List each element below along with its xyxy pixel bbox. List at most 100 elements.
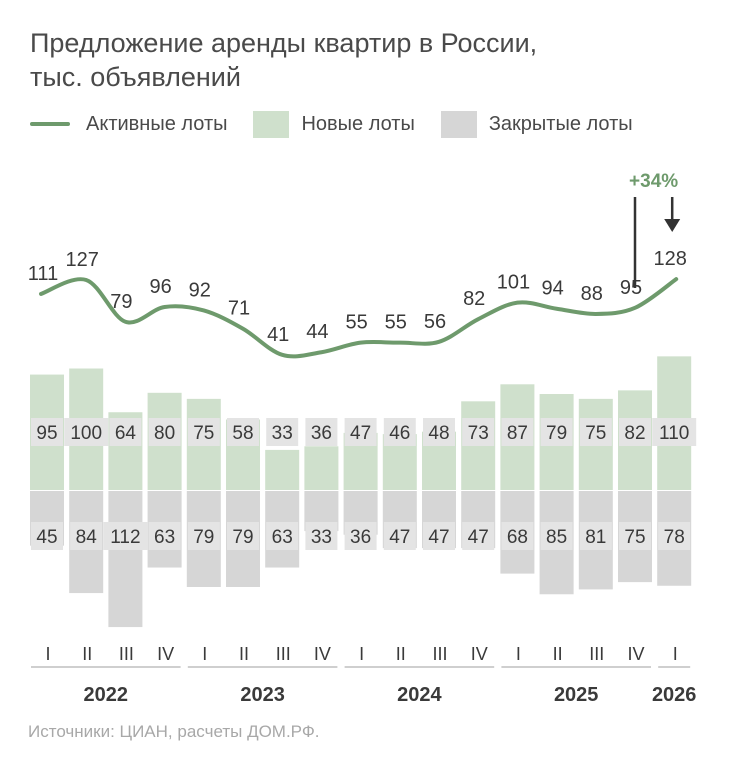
closed-value-label: 47 [389,527,410,548]
new-value-label: 47 [350,423,371,444]
closed-value-label: 75 [624,527,645,548]
x-tick-quarter: I [202,644,207,664]
active-value-label: 55 [385,312,407,334]
closed-value-label-bg [423,522,455,550]
closed-value-label: 84 [76,527,98,548]
x-tick-year: 2022 [84,684,129,706]
new-value-label-bg [227,418,259,446]
legend-swatch-new [253,110,290,138]
active-value-label: 41 [267,324,289,346]
new-value-label: 80 [154,423,175,444]
legend-swatch-closed [440,110,477,138]
x-tick-quarter: III [119,644,134,664]
closed-value-label-bg [103,522,148,550]
closed-value-label: 112 [110,527,140,548]
active-value-label: 101 [497,272,530,294]
closed-value-label-bg [148,522,181,550]
new-value-label: 87 [507,423,528,444]
new-value-label-bg [266,418,299,446]
active-value-label: 71 [228,298,250,320]
closed-value-label: 63 [272,527,293,548]
new-value-label-bg [501,418,534,446]
x-tick-year: 2026 [652,684,697,706]
closed-value-label-bg [540,522,573,550]
new-value-label: 100 [70,423,102,444]
closed-value-label: 68 [507,527,528,548]
new-value-label-bg [423,418,455,446]
closed-value-label: 81 [585,527,606,548]
bar-new [265,449,300,490]
active-value-label: 55 [345,312,367,334]
new-value-label: 36 [311,423,332,444]
x-tick-quarter: II [239,644,249,664]
closed-value-label: 47 [428,527,449,548]
new-value-label: 73 [468,423,489,444]
new-value-label: 48 [428,423,449,444]
new-value-label: 95 [36,423,57,444]
closed-value-label: 63 [154,527,175,548]
x-tick-quarter: IV [157,644,174,664]
chart-title: Предложение аренды квартир в России, тыс… [30,26,537,94]
new-value-label: 33 [272,423,293,444]
closed-value-label-bg [658,522,691,550]
closed-value-label-bg [579,522,612,550]
x-tick-quarter: II [82,644,92,664]
x-tick-quarter: III [276,644,291,664]
new-value-label: 75 [193,423,214,444]
x-tick-quarter: IV [471,644,488,664]
new-value-label: 75 [585,423,606,444]
legend-label-active: Активные лоты [86,112,228,135]
x-tick-quarter: I [673,644,678,664]
new-value-label-bg [540,418,573,446]
new-value-label-bg [148,418,181,446]
closed-value-label-bg [305,522,338,550]
chart-title-line-1: Предложение аренды квартир в России, [30,28,538,58]
closed-value-label-bg [383,522,416,550]
x-tick-quarter: I [45,644,50,664]
closed-value-label: 45 [36,527,57,548]
new-value-label-bg [109,418,142,446]
x-tick-quarter: III [432,644,447,664]
new-value-label-bg [652,418,697,446]
x-tick-quarter: II [396,644,406,664]
closed-value-label-bg [266,522,299,550]
closed-value-label: 36 [350,527,371,548]
closed-value-label-bg [31,522,63,550]
new-value-label-bg [344,418,377,446]
active-value-label: 88 [581,283,603,305]
closed-value-label-bg [344,522,377,550]
new-value-label: 64 [115,423,137,444]
growth-arrow-icon [664,219,681,232]
growth-annotation: +34% [629,171,678,192]
new-value-label-bg [187,418,220,446]
x-tick-year: 2023 [240,684,285,706]
chart-title-line-2: тыс. объявлений [30,62,241,92]
bar-new [304,446,339,490]
x-tick-quarter: I [516,644,521,664]
x-tick-quarter: III [589,644,604,664]
closed-value-label-bg [619,522,651,550]
legend-item-new: Новые лоты [253,110,415,138]
closed-value-label: 85 [546,527,567,548]
closed-value-label: 33 [311,527,332,548]
new-value-label: 82 [624,423,645,444]
new-value-label-bg [31,418,63,446]
closed-value-label-bg [501,522,534,550]
new-value-label: 110 [659,423,689,444]
new-value-label-bg [64,418,109,446]
new-value-label: 58 [232,423,253,444]
active-value-label: 96 [149,276,171,298]
closed-value-label: 78 [664,527,685,548]
x-tick-quarter: II [553,644,563,664]
series-line-active [39,277,679,359]
legend-label-closed: Закрытые лоты [488,112,633,135]
x-tick-quarter: I [359,644,364,664]
new-value-label: 79 [546,423,567,444]
source-note: Источники: ЦИАН, расчеты ДОМ.РФ. [28,722,320,741]
active-value-label: 128 [654,248,687,270]
closed-value-label-bg [227,522,259,550]
legend-line-active [30,122,70,126]
closed-value-label: 79 [193,527,214,548]
closed-value-label: 47 [468,527,489,548]
x-tick-year: 2024 [397,684,442,706]
